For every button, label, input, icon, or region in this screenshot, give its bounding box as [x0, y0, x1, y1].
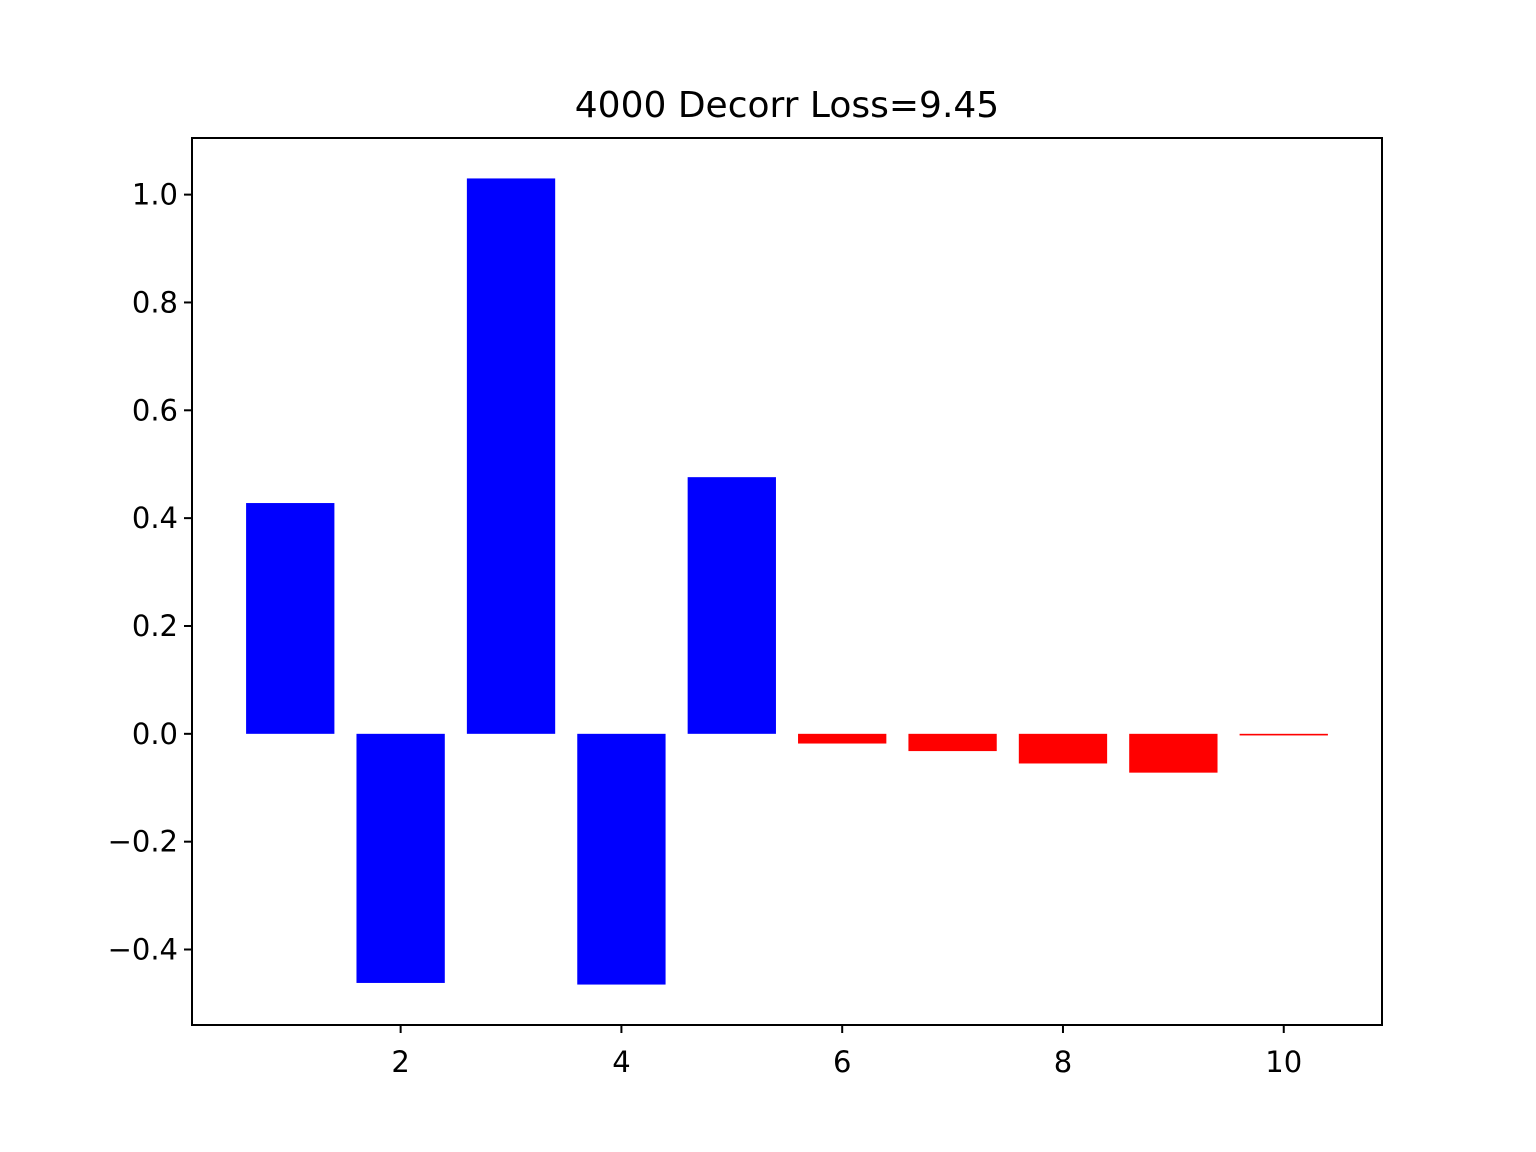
- x-tick-label: 10: [1265, 1045, 1302, 1079]
- bar-9: [1129, 733, 1218, 773]
- y-tick-label: 0.8: [132, 285, 178, 319]
- chart-title: 4000 Decorr Loss=9.45: [575, 85, 999, 126]
- bar-7: [908, 733, 997, 752]
- y-tick-label: 0.4: [132, 501, 178, 535]
- y-tick-label: −0.2: [108, 825, 178, 859]
- bar-3: [466, 178, 556, 734]
- y-tick-label: 0.0: [132, 717, 178, 751]
- x-tick-label: 4: [612, 1045, 630, 1079]
- y-tick-label: 0.6: [132, 393, 178, 427]
- bar-8: [1018, 733, 1108, 764]
- y-tick-label: 1.0: [132, 178, 178, 212]
- x-tick-label: 6: [833, 1045, 851, 1079]
- bars-group: [246, 178, 1328, 985]
- bar-10: [1239, 733, 1328, 736]
- bar-2: [356, 733, 445, 983]
- bar-5: [687, 477, 776, 734]
- x-axis: 2 4 6 8 10: [391, 1025, 1302, 1079]
- x-tick-label: 8: [1054, 1045, 1072, 1079]
- bar-4: [577, 733, 666, 985]
- bar-6: [798, 733, 887, 744]
- x-tick-label: 2: [391, 1045, 409, 1079]
- y-tick-label: −0.4: [108, 933, 178, 967]
- bar-1: [246, 503, 335, 734]
- y-tick-label: 0.2: [132, 609, 178, 643]
- y-axis: −0.4 −0.2 0.0 0.2 0.4 0.6 0.8 1.0: [108, 178, 192, 967]
- plot-frame: [191, 137, 1383, 1026]
